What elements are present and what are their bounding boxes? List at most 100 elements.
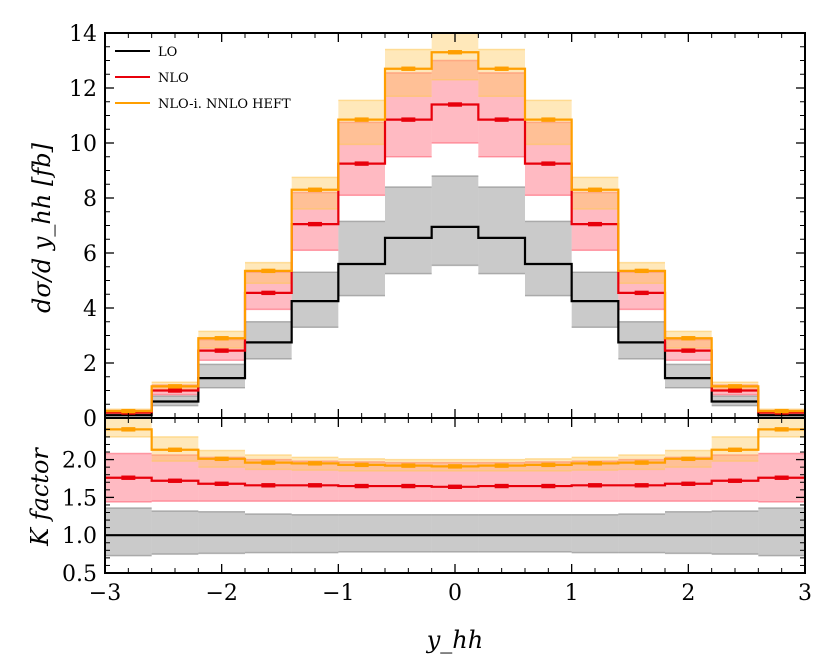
top-marker-nnlo-5 [354, 117, 369, 122]
bottom-band-nlo-11 [618, 459, 665, 502]
bottom-band-nlo-13 [711, 455, 759, 502]
top-band-nnlo-5 [338, 100, 385, 145]
top-band-nlo-5 [338, 122, 385, 196]
bottom-marker-nlo-10 [588, 483, 602, 488]
bottom-marker-nnlo-3 [261, 460, 276, 465]
bottom-band-lo-3 [245, 514, 292, 553]
bottom-band-nlo-10 [571, 461, 619, 502]
top-marker-nnlo-14 [774, 408, 789, 414]
bottom-marker-nnlo-9 [541, 462, 556, 468]
bottom-marker-nlo-2 [214, 481, 229, 486]
top-marker-nlo-11 [634, 290, 649, 296]
bottom-band-lo-10 [571, 514, 619, 553]
top-band-lo-7 [431, 176, 479, 266]
bottom-band-lo-14 [758, 507, 805, 556]
x-tick-label: 2 [681, 581, 695, 606]
top-marker-nnlo-0 [121, 408, 136, 414]
legend-label-nlo: NLO [158, 71, 189, 86]
top-band-lo-10 [571, 272, 619, 328]
top-band-nlo-7 [431, 60, 479, 143]
bottom-band-lo-5 [338, 514, 385, 552]
top-marker-nlo-9 [541, 161, 556, 166]
bottom-marker-nnlo-2 [214, 456, 229, 462]
bottom-marker-nlo-6 [401, 483, 416, 489]
top-marker-nlo-1 [168, 388, 182, 393]
x-tick-label: 3 [798, 581, 812, 606]
top-ylabel: dσ/d y_hh [fb] [28, 142, 56, 313]
top-panel-lines [105, 50, 805, 417]
top-marker-nlo-2 [214, 348, 229, 353]
bottom-band-lo-9 [525, 514, 572, 552]
top-y-tick-label: 14 [69, 22, 97, 47]
bottom-marker-nnlo-1 [168, 447, 182, 452]
top-band-nlo-6 [385, 72, 432, 157]
top-marker-nnlo-8 [494, 66, 509, 71]
bottom-ylabel: K factor [26, 447, 54, 547]
legend: LO NLO NLO-i. NNLO HEFT [115, 45, 291, 112]
bottom-marker-nnlo-5 [354, 462, 369, 468]
top-band-lo-9 [525, 221, 572, 296]
bottom-marker-nlo-0 [121, 475, 136, 480]
bottom-band-lo-1 [151, 511, 199, 555]
top-marker-nlo-3 [261, 290, 276, 296]
bottom-marker-nnlo-6 [401, 463, 416, 468]
bottom-marker-nlo-8 [494, 483, 509, 489]
top-band-lo-11 [618, 321, 665, 359]
top-marker-nlo-7 [448, 102, 462, 107]
top-marker-nnlo-11 [634, 268, 649, 274]
bottom-panel-lines [105, 427, 805, 537]
bottom-band-lo-4 [291, 514, 339, 553]
bottom-marker-nlo-1 [168, 478, 182, 483]
x-tick-label: 1 [565, 581, 579, 606]
top-marker-nnlo-13 [728, 384, 742, 389]
bottom-band-nlo-9 [525, 461, 572, 502]
top-band-lo-4 [291, 272, 339, 328]
top-band-nlo-4 [291, 192, 339, 251]
top-line-lo [105, 225, 805, 417]
bottom-y-tick-label: 1.0 [62, 524, 97, 549]
bottom-marker-nlo-5 [354, 483, 369, 489]
top-y-tick-label: 0 [83, 407, 97, 432]
bottom-marker-nnlo-11 [634, 460, 649, 465]
top-band-lo-3 [245, 321, 292, 359]
top-marker-nlo-12 [681, 348, 696, 353]
bottom-marker-nnlo-10 [588, 461, 602, 466]
bottom-band-lo-11 [618, 514, 665, 553]
top-marker-nnlo-1 [168, 384, 182, 389]
bottom-band-nlo-6 [385, 462, 432, 502]
top-band-lo-5 [338, 221, 385, 296]
top-y-tick-label: 2 [83, 352, 97, 377]
bottom-marker-nnlo-13 [728, 447, 742, 452]
top-band-nnlo-10 [571, 177, 619, 209]
top-y-tick-label: 4 [83, 297, 97, 322]
bottom-band-nlo-4 [291, 461, 339, 502]
top-band-lo-2 [198, 364, 245, 388]
bottom-band-lo-12 [665, 511, 712, 554]
bottom-y-tick-label: 2.0 [62, 449, 97, 474]
bottom-marker-nnlo-7 [448, 464, 462, 469]
legend-label-lo: LO [158, 45, 177, 60]
top-band-nlo-9 [525, 122, 572, 196]
top-y-tick-label: 6 [83, 242, 97, 267]
bottom-marker-nlo-7 [448, 484, 462, 490]
top-marker-nnlo-10 [588, 187, 602, 192]
bottom-marker-nlo-12 [681, 481, 696, 486]
top-band-nnlo-4 [291, 177, 339, 209]
x-tick-label: −3 [89, 581, 121, 606]
bottom-marker-nnlo-12 [681, 456, 696, 462]
top-marker-nlo-4 [308, 221, 322, 227]
top-y-tick-label: 10 [69, 132, 97, 157]
bottom-band-lo-7 [431, 514, 479, 552]
bottom-band-nlo-5 [338, 461, 385, 502]
top-band-nlo-8 [478, 72, 525, 157]
bottom-band-nlo-12 [665, 457, 712, 502]
bottom-band-nlo-3 [245, 459, 292, 502]
bottom-y-tick-label: 0.5 [62, 562, 97, 587]
bottom-marker-nlo-9 [541, 483, 556, 489]
top-marker-nlo-13 [728, 388, 742, 393]
bottom-marker-nlo-3 [261, 483, 276, 488]
bottom-band-nlo-2 [198, 457, 245, 502]
top-marker-nnlo-3 [261, 268, 276, 274]
